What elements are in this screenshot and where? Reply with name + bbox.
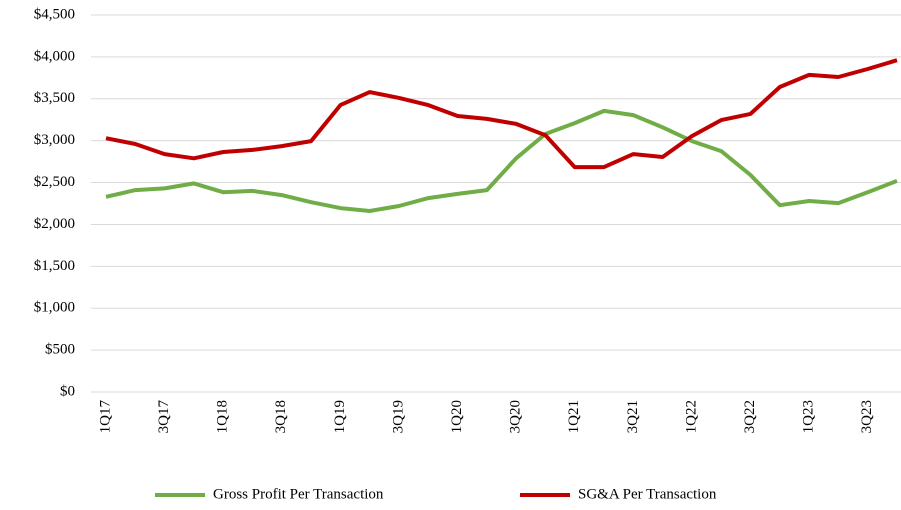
- x-tick-label: 3Q21: [625, 400, 641, 433]
- x-tick-label: 3Q20: [508, 400, 524, 433]
- y-tick-label: $2,500: [34, 174, 75, 190]
- y-tick-label: $4,000: [34, 48, 75, 64]
- x-tick-label: 1Q18: [215, 400, 231, 433]
- x-tick-label: 3Q23: [859, 400, 875, 433]
- x-tick-label: 1Q23: [801, 400, 817, 433]
- legend-label: SG&A Per Transaction: [578, 486, 717, 502]
- y-tick-label: $0: [60, 383, 75, 399]
- x-tick-label: 3Q19: [390, 400, 406, 433]
- x-tick-label: 1Q22: [683, 400, 699, 433]
- y-tick-label: $1,000: [34, 300, 75, 316]
- y-tick-label: $500: [45, 342, 75, 358]
- x-tick-label: 1Q21: [566, 400, 582, 433]
- x-tick-label: 3Q22: [742, 400, 758, 433]
- y-tick-label: $3,500: [34, 90, 75, 106]
- y-tick-label: $1,500: [34, 258, 75, 274]
- y-tick-label: $3,000: [34, 132, 75, 148]
- x-tick-label: 1Q17: [97, 400, 113, 434]
- series-line: [105, 108, 898, 213]
- x-tick-label: 1Q20: [449, 400, 465, 433]
- x-tick-label: 3Q17: [156, 400, 172, 434]
- y-tick-label: $4,500: [34, 6, 75, 22]
- x-tick-label: 1Q19: [332, 400, 348, 433]
- legend-label: Gross Profit Per Transaction: [213, 486, 384, 502]
- series-line: [105, 58, 898, 170]
- y-tick-label: $2,000: [34, 216, 75, 232]
- x-tick-label: 3Q18: [273, 400, 289, 433]
